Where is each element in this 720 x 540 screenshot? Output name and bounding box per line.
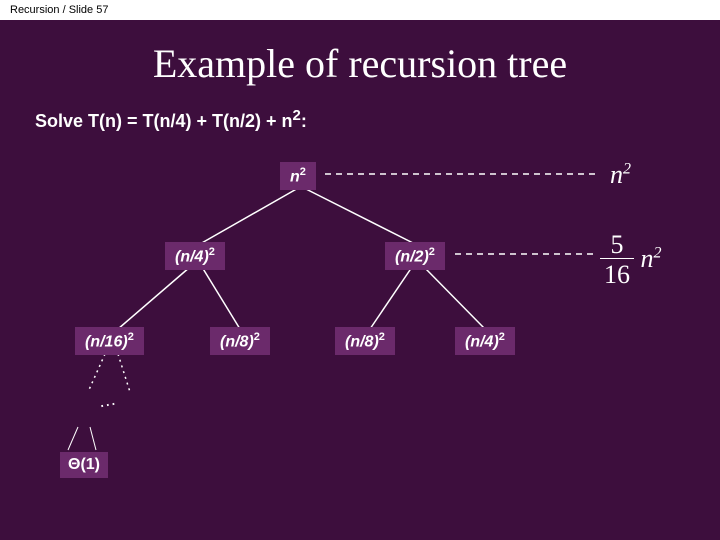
ellipsis-icon: … xyxy=(96,389,117,413)
tree-node: (n/8)2 xyxy=(210,327,270,355)
recursion-tree: n2 516 n2 … Θ(1) n2 (n/4)2 (n/2)2 (n/16)2 (n… xyxy=(0,132,720,512)
slide-title: Example of recursion tree xyxy=(0,40,720,87)
theta-leaf: Θ(1) xyxy=(60,452,108,478)
tree-node: (n/2)2 xyxy=(385,242,445,270)
tree-node: (n/4)2 xyxy=(455,327,515,355)
level-cost-1: 516 n2 xyxy=(600,232,662,290)
tree-node: (n/4)2 xyxy=(165,242,225,270)
problem-statement: Solve T(n) = T(n/4) + T(n/2) + n2: xyxy=(35,107,720,132)
tree-node: (n/8)2 xyxy=(335,327,395,355)
level-cost-0: n2 xyxy=(610,160,631,190)
tree-node: n2 xyxy=(280,162,316,190)
slide-header: Recursion / Slide 57 xyxy=(0,0,720,20)
tree-node: (n/16)2 xyxy=(75,327,144,355)
